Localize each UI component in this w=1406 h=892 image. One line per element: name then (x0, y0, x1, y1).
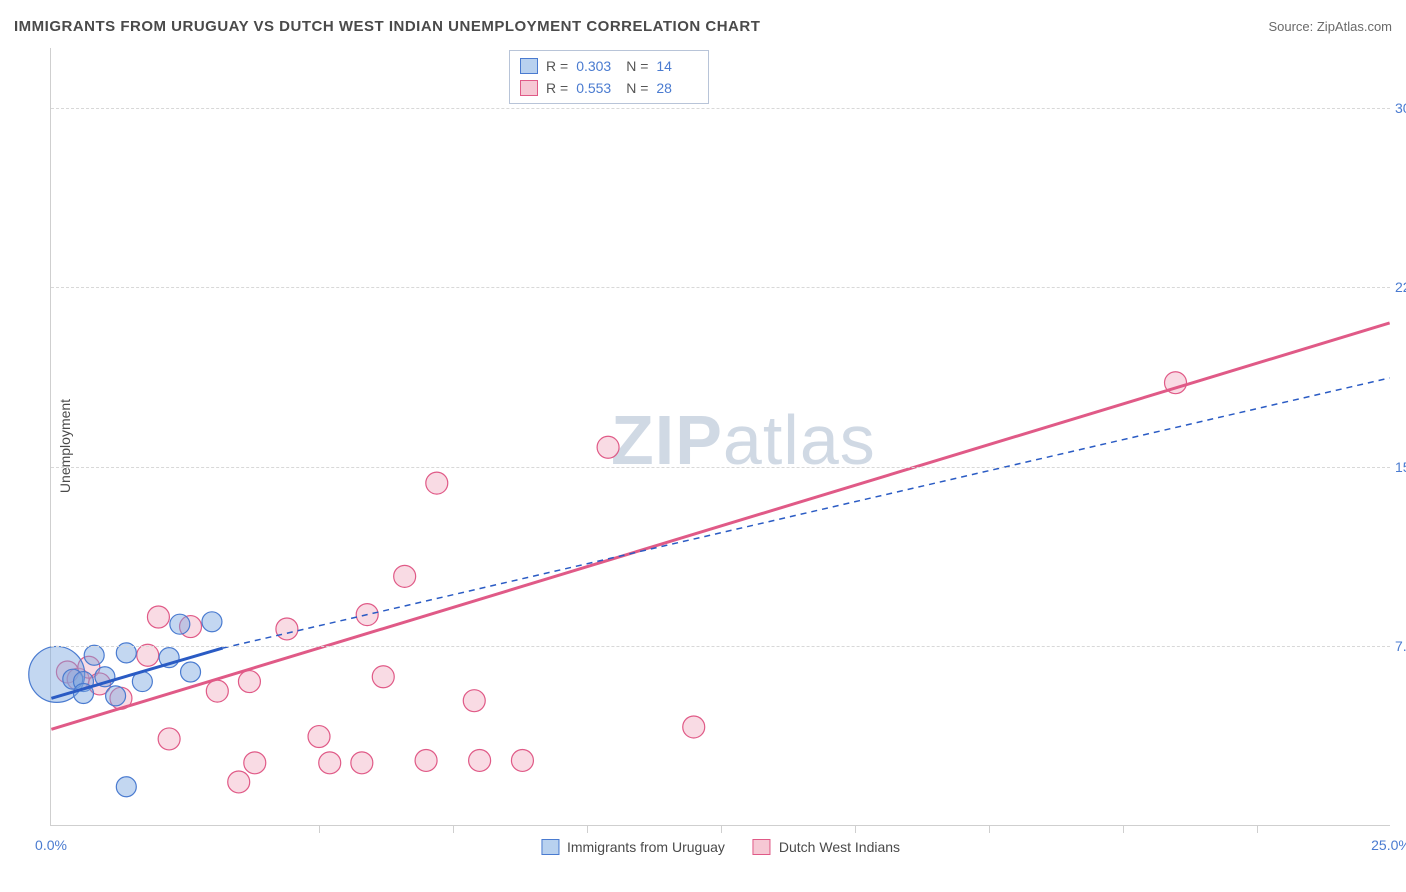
gridline (51, 287, 1390, 288)
r-value: 0.303 (576, 55, 618, 77)
gridline (51, 646, 1390, 647)
scatter-point (137, 644, 159, 666)
y-tick-label: 22.5% (1395, 279, 1406, 295)
scatter-point (351, 752, 373, 774)
legend-correlation-row: R = 0.303 N = 14 (520, 55, 698, 77)
x-tick (1123, 825, 1124, 833)
legend-correlation: R = 0.303 N = 14 R = 0.553 N = 28 (509, 50, 709, 104)
x-tick (855, 825, 856, 833)
legend-series: Immigrants from Uruguay Dutch West India… (541, 839, 900, 855)
x-tick-label: 25.0% (1371, 837, 1406, 853)
scatter-point (683, 716, 705, 738)
x-tick (319, 825, 320, 833)
chart-svg (51, 48, 1390, 825)
gridline (51, 108, 1390, 109)
scatter-point (308, 726, 330, 748)
scatter-point (372, 666, 394, 688)
x-tick (989, 825, 990, 833)
scatter-point (394, 565, 416, 587)
x-tick (587, 825, 588, 833)
legend-item-dutch: Dutch West Indians (753, 839, 900, 855)
n-label: N = (626, 55, 648, 77)
trend-line (223, 378, 1390, 648)
legend-swatch-blue (541, 839, 559, 855)
chart-header: IMMIGRANTS FROM URUGUAY VS DUTCH WEST IN… (14, 18, 1392, 35)
y-tick-label: 7.5% (1395, 638, 1406, 654)
legend-label: Immigrants from Uruguay (567, 839, 725, 855)
x-tick-label: 0.0% (35, 837, 67, 853)
n-value: 28 (656, 77, 698, 99)
scatter-point (206, 680, 228, 702)
scatter-point (238, 671, 260, 693)
scatter-point (158, 728, 180, 750)
scatter-point (276, 618, 298, 640)
legend-swatch-blue (520, 58, 538, 74)
scatter-point (469, 749, 491, 771)
legend-swatch-pink (753, 839, 771, 855)
x-tick (721, 825, 722, 833)
scatter-point (170, 614, 190, 634)
scatter-point (116, 777, 136, 797)
x-tick (1257, 825, 1258, 833)
scatter-point (319, 752, 341, 774)
scatter-point (415, 749, 437, 771)
trend-line (51, 323, 1389, 729)
scatter-point (202, 612, 222, 632)
scatter-point (426, 472, 448, 494)
x-tick (453, 825, 454, 833)
r-value: 0.553 (576, 77, 618, 99)
n-label: N = (626, 77, 648, 99)
legend-correlation-row: R = 0.553 N = 28 (520, 77, 698, 99)
scatter-point (147, 606, 169, 628)
scatter-point (597, 436, 619, 458)
source-attribution: Source: ZipAtlas.com (1268, 19, 1392, 34)
legend-label: Dutch West Indians (779, 839, 900, 855)
plot-area: ZIPatlas R = 0.303 N = 14 R = 0.553 N = … (50, 48, 1390, 826)
chart-title: IMMIGRANTS FROM URUGUAY VS DUTCH WEST IN… (14, 18, 760, 35)
y-tick-label: 30.0% (1395, 100, 1406, 116)
scatter-point (228, 771, 250, 793)
scatter-point (106, 686, 126, 706)
legend-item-uruguay: Immigrants from Uruguay (541, 839, 725, 855)
r-label: R = (546, 77, 568, 99)
scatter-point (463, 690, 485, 712)
n-value: 14 (656, 55, 698, 77)
r-label: R = (546, 55, 568, 77)
gridline (51, 467, 1390, 468)
y-tick-label: 15.0% (1395, 459, 1406, 475)
scatter-point (244, 752, 266, 774)
legend-swatch-pink (520, 80, 538, 96)
scatter-point (181, 662, 201, 682)
scatter-point (511, 749, 533, 771)
scatter-point (84, 645, 104, 665)
